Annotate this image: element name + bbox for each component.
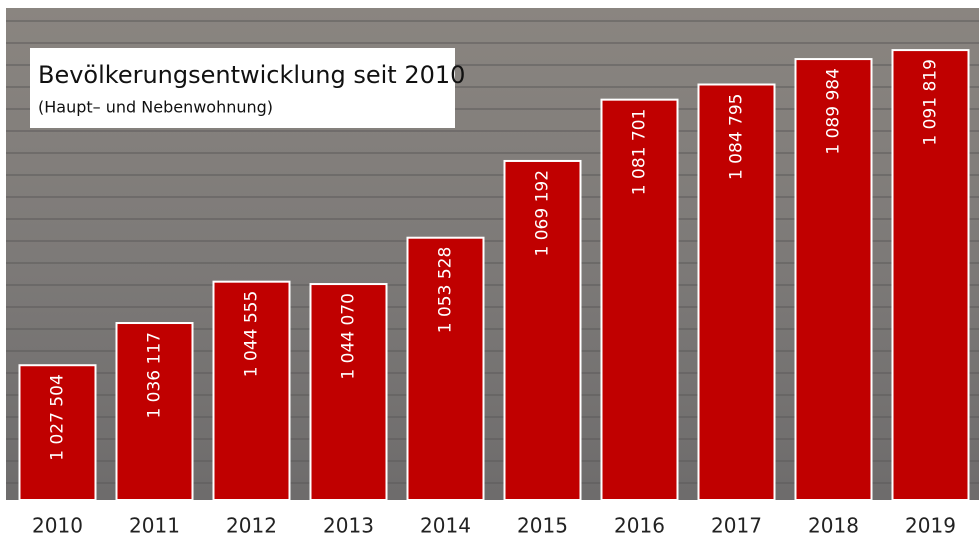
x-tick-label: 2016: [614, 514, 665, 538]
x-tick-label: 2011: [129, 514, 180, 538]
bar: [18, 364, 97, 501]
title-box: [30, 48, 455, 128]
x-tick-label: 2015: [517, 514, 568, 538]
bar: [503, 159, 582, 501]
bar: [309, 283, 388, 501]
x-tick-label: 2013: [323, 514, 374, 538]
value-label: 1 044 070: [339, 293, 359, 380]
x-tick-label: 2014: [420, 514, 471, 538]
bar: [600, 98, 679, 501]
value-label: 1 053 528: [436, 247, 456, 334]
x-tick-label: 2010: [32, 514, 83, 538]
bar: [406, 236, 485, 501]
value-label: 1 036 117: [145, 332, 165, 419]
x-tick-label: 2019: [905, 514, 956, 538]
chart-title: Bevölkerungsentwicklung seit 2010: [38, 61, 465, 89]
bar: [697, 83, 776, 502]
value-label: 1 044 555: [242, 291, 262, 378]
bar: [212, 280, 291, 502]
value-label: 1 089 984: [824, 68, 844, 155]
value-label: 1 091 819: [921, 59, 941, 146]
value-label: 1 069 192: [533, 170, 553, 257]
bar: [115, 322, 194, 501]
bars: 1 027 504 1 036 117 1 044 555 1 044 070 1 05…: [18, 49, 970, 502]
value-label: 1 027 504: [48, 374, 68, 461]
chart-subtitle: (Haupt– und Nebenwohnung): [38, 98, 273, 117]
bar: [794, 58, 873, 501]
x-tick-label: 2018: [808, 514, 859, 538]
value-label: 1 081 701: [630, 109, 650, 196]
value-label: 1 084 795: [727, 94, 747, 181]
x-tick-label: 2017: [711, 514, 762, 538]
bar: [891, 49, 970, 501]
x-tick-label: 2012: [226, 514, 277, 538]
